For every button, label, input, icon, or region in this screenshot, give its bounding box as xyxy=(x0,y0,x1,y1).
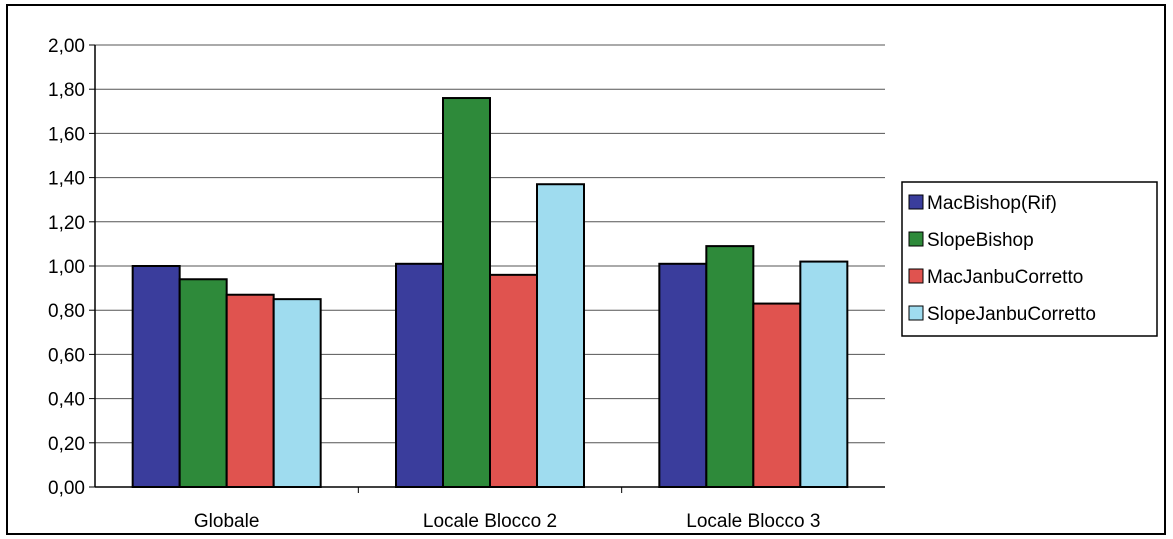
bar-slopejanbucorretto-locale-blocco-2 xyxy=(536,183,585,488)
legend-swatch xyxy=(908,268,924,284)
y-tick-label: 1,60 xyxy=(48,124,85,145)
x-tick-label: Globale xyxy=(194,511,260,532)
y-tick-label: 1,40 xyxy=(48,169,85,190)
bar-slopejanbucorretto-globale xyxy=(272,298,322,488)
y-tick-label: 0,40 xyxy=(48,390,85,411)
bars xyxy=(131,97,849,489)
legend-entry: SlopeJanbuCorretto xyxy=(927,304,1096,325)
legend-swatch xyxy=(908,194,924,210)
bar-macjanbucorretto-locale-blocco-3 xyxy=(752,302,802,488)
y-axis: 0,00 0,20 0,40 0,60 0,80 1,00 1,20 1,40 1,60 1,80… xyxy=(48,36,96,499)
x-tick-label: Locale Blocco 2 xyxy=(423,511,557,532)
bar-slopebishop-locale-blocco-2 xyxy=(442,97,491,488)
bar-macjanbucorretto-locale-blocco-2 xyxy=(489,273,538,488)
x-axis: Globale Locale Blocco 2 Locale Blocco 3 xyxy=(95,486,885,532)
y-tick-label: 0,00 xyxy=(48,478,85,499)
y-tick-label: 1,20 xyxy=(48,213,85,234)
bar-macjanbucorretto-globale xyxy=(225,293,275,489)
x-tick-label: Locale Blocco 3 xyxy=(686,511,820,532)
legend-swatch xyxy=(908,231,924,247)
bar-slopejanbucorretto-locale-blocco-3 xyxy=(799,260,849,488)
y-tick-label: 2,00 xyxy=(48,36,85,57)
chart-frame xyxy=(6,4,1166,535)
legend-box xyxy=(901,181,1158,337)
y-tick-label: 0,20 xyxy=(48,434,85,455)
y-tick-label: 1,00 xyxy=(48,257,85,278)
y-tick-label: 0,60 xyxy=(48,345,85,366)
bar-macbishop-rif--locale-blocco-2 xyxy=(395,262,444,489)
bar-slopebishop-globale xyxy=(178,278,228,489)
bar-macbishop-rif--locale-blocco-3 xyxy=(658,262,708,489)
legend-entry: MacJanbuCorretto xyxy=(927,267,1083,288)
legend-entry: SlopeBishop xyxy=(927,230,1034,251)
legend-entry: MacBishop(Rif) xyxy=(927,193,1057,214)
y-tick-label: 0,80 xyxy=(48,301,85,322)
legend: MacBishop(Rif) SlopeBishop MacJanbuCorrett… xyxy=(901,181,1158,337)
legend-swatch xyxy=(908,305,924,321)
y-tick-label: 1,80 xyxy=(48,80,85,101)
bar-slopebishop-locale-blocco-3 xyxy=(705,245,755,488)
bar-macbishop-rif--globale xyxy=(131,265,181,488)
